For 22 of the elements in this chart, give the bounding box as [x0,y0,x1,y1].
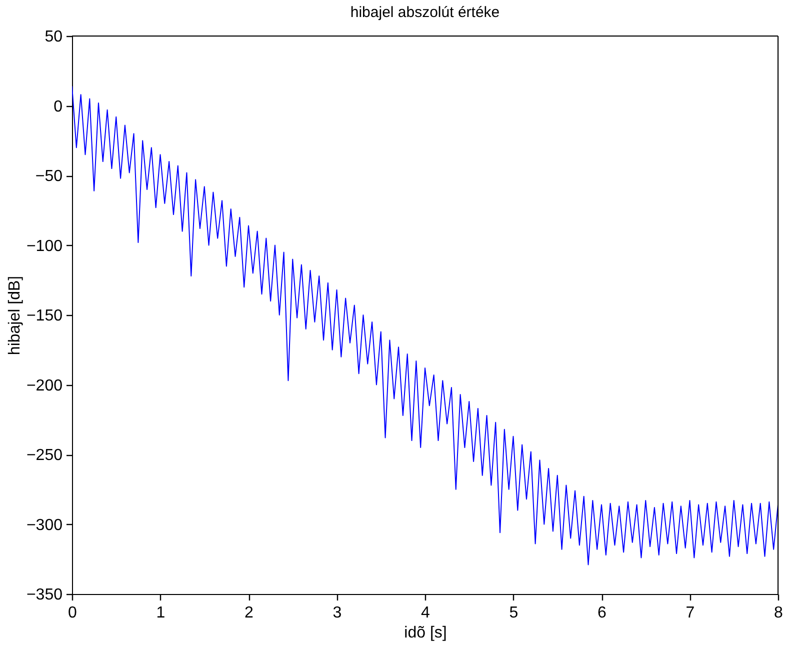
y-tick-label: −50 [35,168,63,185]
y-tick-label: −100 [26,238,63,255]
y-tick-label: −300 [26,516,63,534]
x-tick-label: 3 [332,604,342,622]
y-tick-label: 0 [54,98,63,116]
y-tick-label: −350 [26,586,63,604]
y-tick-label: −200 [26,377,63,394]
x-tick-label: 8 [774,604,784,622]
x-tick-label: 7 [686,604,695,622]
x-tick-label: 2 [244,604,254,622]
y-tick-label: −150 [26,308,63,324]
x-tick-label: 0 [68,604,78,622]
x-axis-title: idõ [s] [404,624,447,642]
x-tick-label: 4 [421,604,430,622]
y-tick-label: 50 [44,28,63,46]
y-axis-title: hibajel [dB] [6,276,24,356]
x-tick-label: 1 [156,604,166,622]
x-tick-label: 5 [509,604,518,622]
x-tick-label: 6 [598,604,607,622]
chart-title: hibajel abszolút értéke [350,4,500,21]
line-series [72,86,778,566]
y-tick-label: −250 [26,447,63,464]
